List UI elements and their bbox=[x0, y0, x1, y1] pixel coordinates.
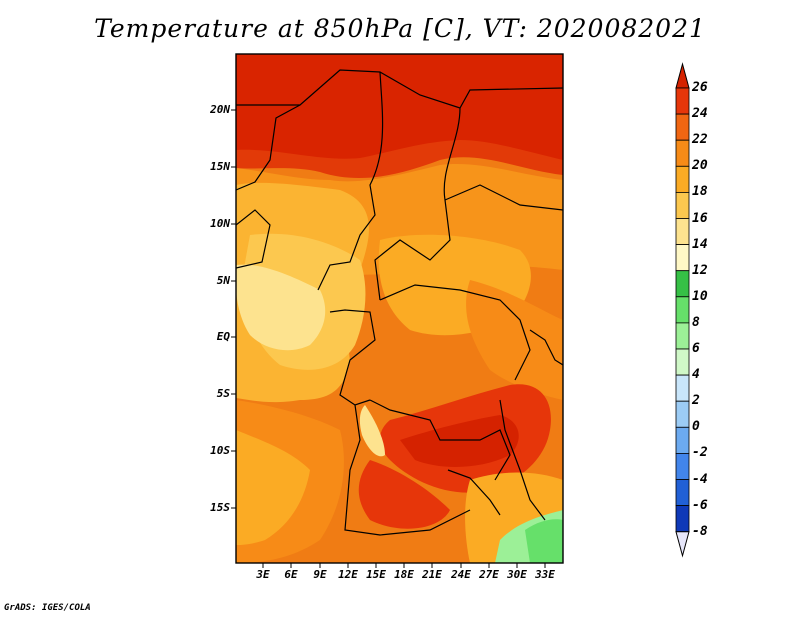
colorbar-segment bbox=[675, 218, 690, 246]
colorbar-bottom-arrow bbox=[675, 531, 690, 558]
colorbar-segment bbox=[675, 400, 690, 428]
temperature-field bbox=[236, 54, 563, 563]
colorbar-label: -8 bbox=[692, 523, 708, 539]
footer-credit: GrADS: IGES/COLA bbox=[4, 603, 91, 613]
colorbar-label: 12 bbox=[692, 262, 708, 278]
colorbar-segment bbox=[675, 113, 690, 141]
colorbar-label: 4 bbox=[692, 367, 700, 383]
colorbar-label: 26 bbox=[692, 80, 708, 95]
x-tick-label: 15E bbox=[366, 568, 386, 581]
colorbar-label: 14 bbox=[692, 236, 708, 252]
y-tick-label: 15S bbox=[210, 501, 230, 514]
y-tick-label: 10S bbox=[210, 444, 230, 457]
y-tick-label: 5S bbox=[216, 387, 230, 400]
colorbar-label: 0 bbox=[692, 419, 700, 435]
colorbar-segment bbox=[675, 296, 690, 324]
y-tick-label: EQ bbox=[216, 330, 230, 343]
x-tick-label: 12E bbox=[338, 568, 358, 581]
axis-ticks bbox=[231, 109, 546, 568]
colorbar-label: 10 bbox=[692, 288, 708, 304]
colorbar-segment bbox=[675, 87, 690, 115]
colorbar-segment bbox=[675, 479, 690, 507]
x-tick-label: 6E bbox=[284, 568, 298, 581]
y-tick-label: 20N bbox=[210, 103, 230, 116]
colorbar-segment bbox=[675, 505, 690, 533]
colorbar-segment bbox=[675, 426, 690, 454]
colorbar-segment bbox=[675, 348, 690, 376]
x-tick-label: 27E bbox=[479, 568, 499, 581]
colorbar-segment bbox=[675, 322, 690, 350]
colorbar-label: 6 bbox=[692, 341, 700, 356]
y-tick-label: 15N bbox=[210, 160, 230, 173]
colorbar-segment bbox=[675, 374, 690, 402]
colorbar-label: -2 bbox=[692, 445, 708, 461]
x-tick-label: 24E bbox=[451, 568, 471, 581]
colorbar-label: -6 bbox=[692, 497, 708, 513]
x-tick-label: 18E bbox=[394, 568, 414, 581]
x-tick-label: 33E bbox=[535, 568, 555, 581]
map-title: Temperature at 850hPa [C], VT: 202008202… bbox=[94, 14, 706, 43]
colorbar-segment bbox=[675, 270, 690, 298]
colorbar-segment bbox=[675, 452, 690, 480]
x-tick-label: 30E bbox=[507, 568, 527, 581]
x-tick-label: 9E bbox=[313, 568, 327, 581]
colorbar-label: 2 bbox=[692, 393, 700, 409]
colorbar-label: 16 bbox=[692, 210, 708, 226]
colorbar-segment bbox=[675, 191, 690, 219]
colorbar-label: -4 bbox=[692, 471, 708, 487]
colorbar-label: 8 bbox=[692, 314, 700, 330]
country-borders bbox=[236, 69, 563, 536]
colorbar-label: 20 bbox=[692, 158, 708, 174]
y-tick-label: 5N bbox=[216, 274, 230, 287]
colorbar-segment bbox=[675, 165, 690, 193]
colorbar-label: 24 bbox=[692, 106, 708, 122]
x-tick-label: 21E bbox=[422, 568, 442, 581]
colorbar-segment bbox=[675, 139, 690, 167]
colorbar-top-arrow bbox=[675, 62, 690, 89]
colorbar-label: 22 bbox=[692, 132, 708, 148]
y-tick-label: 10N bbox=[210, 217, 230, 230]
x-tick-label: 3E bbox=[256, 568, 270, 581]
colorbar-segment bbox=[675, 244, 690, 272]
colorbar bbox=[675, 62, 690, 558]
colorbar-label: 18 bbox=[692, 184, 708, 200]
map-frame bbox=[235, 53, 564, 564]
